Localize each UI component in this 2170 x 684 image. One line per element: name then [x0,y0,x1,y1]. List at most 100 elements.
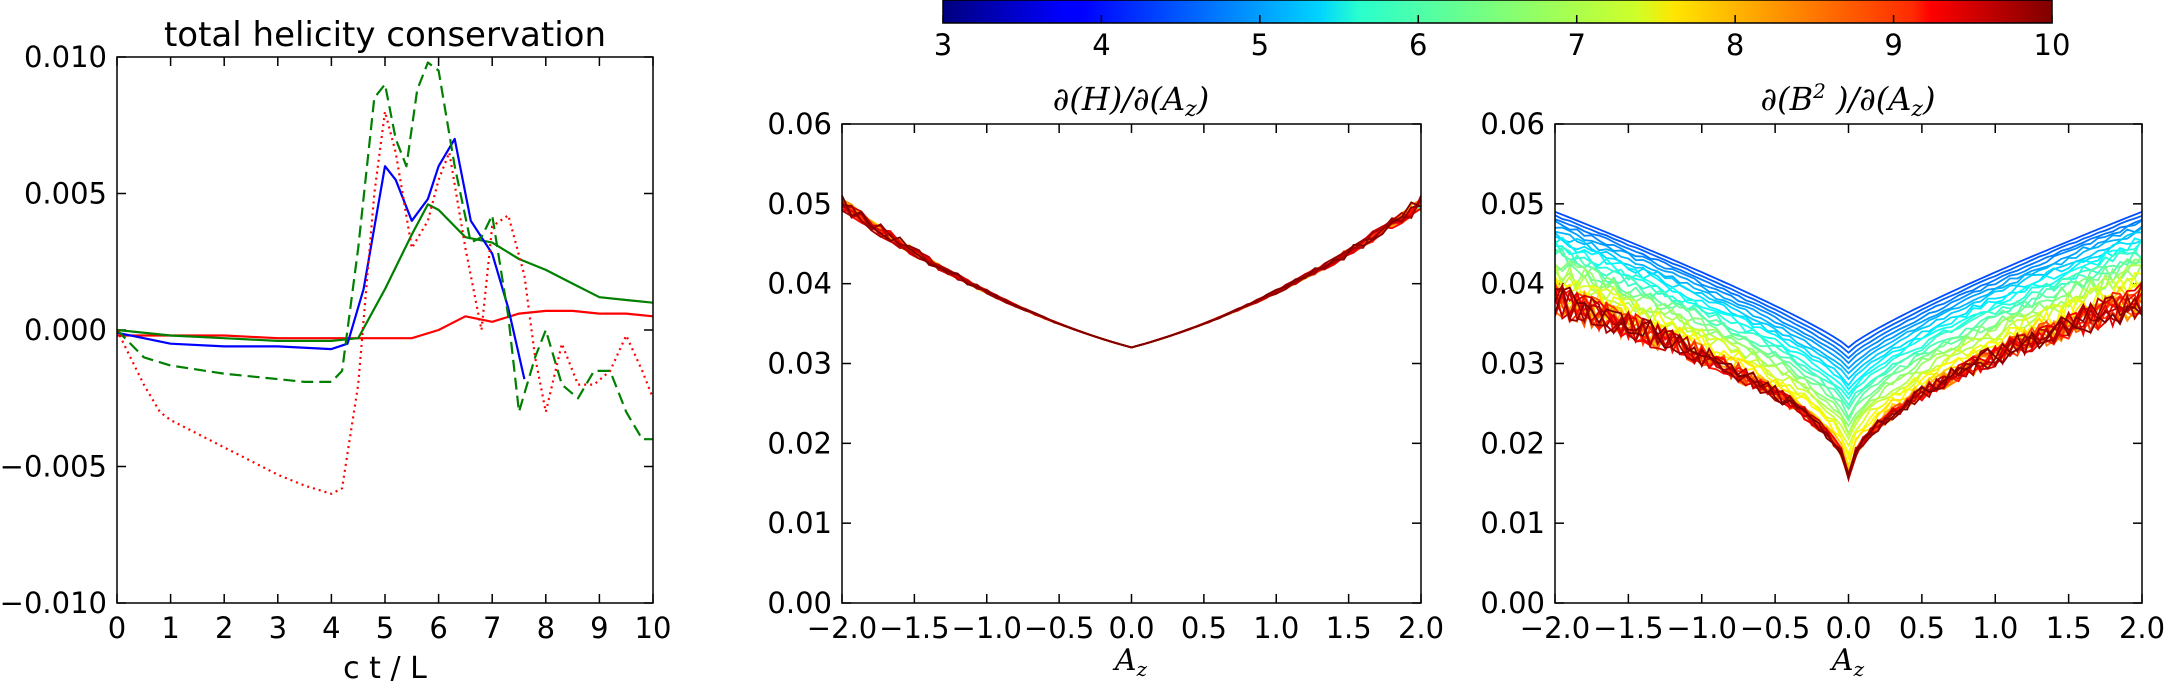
colorbar: 3 4 5 6 7 8 9 10 [934,0,2070,62]
dH-series-line [842,199,1421,349]
helicity-series-line [117,61,653,441]
dH-xtick-label: −0.5 [1024,611,1094,645]
dB2-series-line [1555,218,2142,360]
dH-series-line [842,199,1421,349]
dH-xtick-label: 0.0 [1108,611,1154,645]
dH-series-line [842,199,1421,349]
dH-panel: ∂(H)/∂(Az) −2.0 −1.5 −1.0 −0.5 0.0 0.5 1.0 1.5 2… [767,80,1444,681]
dH-title: ∂(H)/∂(Az) [1053,80,1209,122]
dH-series-line [842,204,1421,349]
dB2-series-line [1555,238,2142,396]
dH-series-line [842,202,1421,349]
helicity-xtick-label: 6 [429,611,447,645]
dH-series-line [842,198,1421,349]
dB2-ytick-label: 0.02 [1480,426,1545,460]
helicity-series-line [117,137,526,380]
dB2-xtick-label: −2.0 [1520,611,1590,645]
colorbar-tick-label: 8 [1726,28,1744,62]
colorbar-gradient [942,0,2053,24]
dB2-series-line [1555,225,2142,370]
dH-series-line [842,200,1421,349]
colorbar-tick-label: 5 [1251,28,1269,62]
dH-series-line [842,202,1421,349]
dB2-xtick-label: 2.0 [2119,611,2165,645]
dB2-series-line [1555,226,2142,375]
colorbar-tick-label: 9 [1884,28,1902,62]
dH-series-line [842,201,1421,349]
dB2-series-line [1555,235,2142,387]
dH-series-line [842,195,1421,349]
dH-series-line [842,198,1421,349]
dB2-series-line [1555,240,2142,401]
dB2-ytick-label: 0.05 [1480,187,1545,221]
dH-xtick-label: 1.0 [1253,611,1299,645]
dB2-series-line [1555,286,2142,478]
helicity-series-line [117,110,653,495]
dB2-axes-frame [1554,123,2143,604]
colorbar-tick-label: 6 [1409,28,1427,62]
dB2-xtick-label: 1.0 [1972,611,2018,645]
helicity-xlabel: c t / L [343,651,427,684]
helicity-xtick-label: 3 [269,611,287,645]
dB2-series-line [1555,214,2142,354]
dH-series-line [842,201,1421,349]
helicity-lines [117,61,653,495]
dH-series-line [842,199,1421,349]
colorbar-ticks: 3 4 5 6 7 8 9 10 [934,15,2070,62]
dB2-xtick-label: −0.5 [1740,611,1810,645]
dH-series-line [842,203,1421,349]
dB2-lines [1555,210,2142,483]
helicity-ytick-label: 0.005 [24,177,107,211]
dB2-xtick-label: 0.0 [1825,611,1871,645]
dH-series-line [842,204,1421,349]
dH-lines [842,195,1421,349]
dH-ticks: −2.0 −1.5 −1.0 −0.5 0.0 0.5 1.0 1.5 2.0 0.00 0.01 0… [767,107,1444,645]
dB2-series-line [1555,248,2142,420]
dH-xtick-label: −1.5 [879,611,949,645]
dB2-xlabel: Az [1829,643,1865,681]
dH-series-line [842,202,1421,349]
helicity-axes-frame [116,56,654,604]
dH-series-line [842,202,1421,349]
helicity-ytick-label: −0.010 [0,586,107,620]
helicity-ticks: 0 1 2 3 4 5 6 7 8 9 10 −0.010 −0.005 0.000 0.005 0.010 [0,40,671,645]
dB2-xtick-label: −1.5 [1593,611,1663,645]
dH-series-line [842,201,1421,349]
dH-series-line [842,203,1421,349]
dB2-ytick-label: 0.06 [1480,107,1545,141]
dH-series-line [842,198,1421,349]
dH-xtick-label: 2.0 [1398,611,1444,645]
dH-series-line [842,197,1421,349]
dH-series-line [842,200,1421,349]
dH-series-line [842,203,1421,349]
helicity-series-line [117,309,653,340]
dH-series-line [842,200,1421,349]
dB2-ytick-label: 0.01 [1480,506,1545,540]
dH-series-line [842,195,1421,349]
dH-ytick-label: 0.06 [767,107,832,141]
dH-ytick-label: 0.05 [767,187,832,221]
colorbar-tick-label: 3 [934,28,952,62]
dB2-ytick-label: 0.03 [1480,347,1545,381]
dB2-xtick-label: −1.0 [1667,611,1737,645]
helicity-xtick-label: 4 [322,611,340,645]
helicity-xtick-label: 10 [635,611,672,645]
dH-xtick-label: −1.0 [952,611,1022,645]
dH-xlabel: Az [1112,643,1148,681]
dB2-series-line [1555,236,2142,391]
helicity-xtick-label: 9 [590,611,608,645]
dH-series-line [842,197,1421,349]
helicity-xtick-label: 1 [161,611,179,645]
dB2-ytick-label: 0.00 [1480,586,1545,620]
dH-xtick-label: 0.5 [1181,611,1227,645]
dB2-panel: ∂(B2 )/∂(Az) −2.0 −1.5 −1.0 −0.5 0.0 0.5 1.0 1.… [1480,79,2165,681]
dB2-ytick-label: 0.04 [1480,267,1545,301]
dH-series-line [842,204,1421,349]
dH-axes-frame [841,123,1422,604]
helicity-panel: total helicity conservation 0 1 2 3 4 5 6 7 8 9 10… [0,15,671,684]
colorbar-tick-label: 7 [1567,28,1585,62]
dB2-series-line [1555,219,2142,365]
dB2-title: ∂(B2 )/∂(Az) [1761,79,1936,122]
dH-series-line [842,198,1421,349]
